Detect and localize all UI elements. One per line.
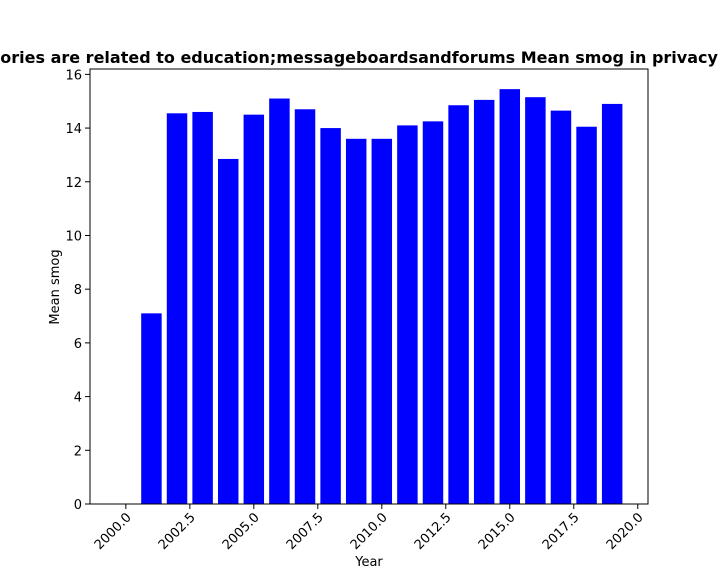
- bar-2009: [345, 138, 367, 504]
- bar-2007: [294, 109, 316, 505]
- bar-2017: [550, 110, 572, 505]
- bar-2014: [473, 99, 495, 504]
- y-tick-label: 16: [65, 68, 82, 83]
- y-axis-label: Mean smog: [48, 249, 63, 324]
- bar-2016: [525, 97, 546, 504]
- x-tick-label: 2012.5: [412, 510, 455, 553]
- y-tick-label: 8: [74, 283, 82, 298]
- bar-2006: [269, 98, 290, 504]
- bar-2013: [448, 105, 469, 504]
- bar-2010: [371, 138, 393, 504]
- bar-2018: [576, 126, 597, 505]
- x-tick-label: 2002.5: [156, 510, 199, 553]
- bar-2011: [397, 125, 418, 504]
- bar-2008: [320, 128, 341, 504]
- y-tick-label: 10: [65, 229, 82, 244]
- bar-2004: [217, 158, 239, 504]
- y-tick-label: 2: [74, 444, 82, 459]
- plot-frame: [89, 68, 649, 505]
- y-tick-label: 0: [74, 498, 82, 513]
- y-tick-label: 14: [65, 122, 82, 137]
- chart-title: Categories are related to education;mess…: [0, 48, 720, 67]
- x-tick-label: 2017.5: [540, 510, 583, 553]
- y-tick-label: 6: [74, 337, 82, 352]
- y-tick-label: 12: [65, 176, 82, 191]
- x-tick-label: 2020.0: [604, 510, 647, 553]
- x-tick-label: 2007.5: [284, 510, 327, 553]
- x-tick-label: 2000.0: [92, 510, 135, 553]
- bar-2002: [166, 113, 188, 505]
- bar-2015: [499, 89, 521, 504]
- x-tick-label: 2015.0: [476, 510, 519, 553]
- x-axis: 2000.0 2002.5 2005.0 2007.5 2010.0 2012.5 2015…: [92, 504, 647, 553]
- bars-group: [141, 89, 623, 505]
- bar-2012: [422, 121, 444, 504]
- x-axis-label: Year: [354, 555, 383, 570]
- x-tick-label: 2010.0: [348, 510, 391, 553]
- bar-2001: [141, 313, 162, 504]
- bar-2019: [601, 103, 623, 504]
- y-tick-label: 4: [74, 391, 82, 406]
- x-tick-label: 2005.0: [220, 510, 263, 553]
- bar-2003: [192, 111, 213, 505]
- y-axis: 0 2 4 6 8 10 12 14 16: [65, 68, 90, 513]
- bar-2005: [243, 114, 265, 505]
